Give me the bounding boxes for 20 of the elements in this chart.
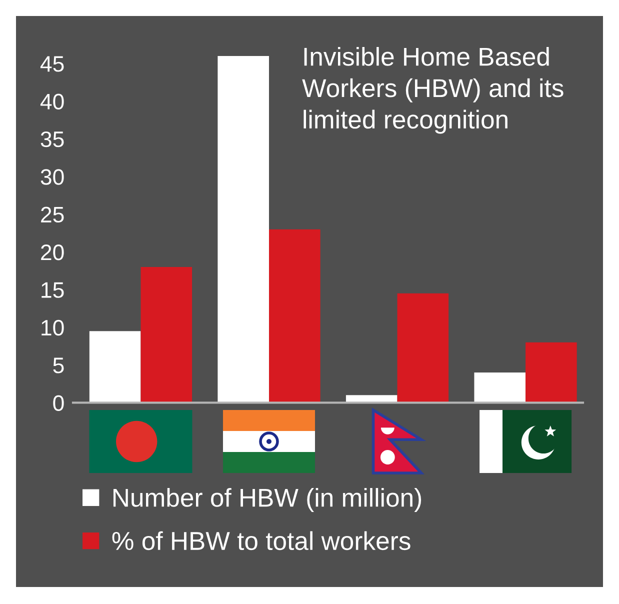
y-tick-label: 25 [41, 206, 64, 223]
legend-label: % of HBW to total workers [112, 531, 410, 550]
legend-label: Number of HBW (in million) [114, 488, 422, 512]
y-tick-label: 45 [40, 56, 64, 72]
y-tick-label: 20 [41, 244, 64, 260]
y-tick-label: 40 [40, 94, 64, 110]
y-tick-label: 30 [40, 169, 64, 185]
y-tick-label: 5 [53, 358, 64, 374]
bar [140, 267, 192, 403]
bar [397, 293, 449, 403]
bar [474, 372, 526, 403]
y-tick-label: 10 [42, 320, 64, 336]
y-tick-label: 15 [42, 282, 64, 298]
y-tick-label: 35 [40, 131, 64, 148]
text: Invisible Home Based Workers (HBW) and its limited recognition [302, 47, 564, 134]
bar [89, 331, 141, 403]
bar [526, 342, 577, 403]
y-tick-label: 0 [53, 395, 64, 411]
bar [268, 229, 320, 403]
bar [218, 56, 269, 403]
